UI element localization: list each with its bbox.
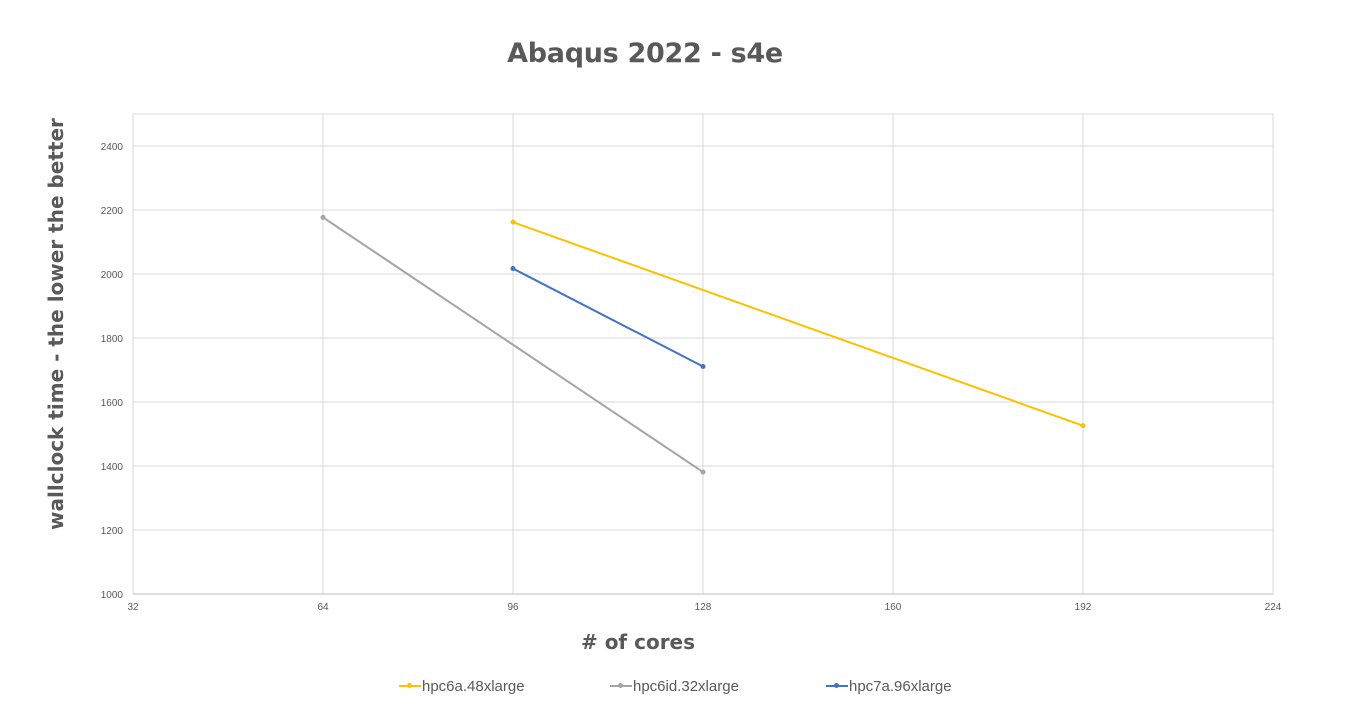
- y-tick-label: 2200: [101, 206, 124, 217]
- y-tick-label: 1800: [101, 334, 124, 345]
- y-tick-label: 1000: [101, 590, 124, 601]
- legend-item-series-1: hpc6id.32xlarge: [610, 675, 739, 697]
- series-line-1: [322, 216, 704, 474]
- legend-swatch-series-1: [610, 683, 632, 688]
- x-tick-label: 32: [127, 602, 139, 613]
- x-tick-label: 128: [695, 602, 712, 613]
- data-point-series-2-1: [700, 363, 706, 369]
- data-point-series-0-1: [1080, 423, 1086, 429]
- y-tick-label: 1200: [101, 526, 124, 537]
- gridlines: [132, 113, 1274, 595]
- x-tick-label: 64: [317, 602, 329, 613]
- tick-labels: 32 64 96 128 160 192 224 1000 1200 1400 1600 1800 20…: [101, 142, 1282, 613]
- series-line-2: [512, 267, 704, 368]
- legend-item-series-2: hpc7a.96xlarge: [826, 675, 952, 697]
- legend: hpc6a.48xlarge hpc6id.32xlarge hpc7a.96x…: [0, 675, 1366, 697]
- y-tick-label: 2000: [101, 270, 124, 281]
- series-lines: [320, 214, 1086, 475]
- x-tick-label: 192: [1075, 602, 1092, 613]
- y-axis-title: wallclock time - the lower the better: [44, 118, 68, 530]
- y-tick-label: 1600: [101, 398, 124, 409]
- x-axis-title: # of cores: [580, 630, 696, 654]
- legend-label-series-0: hpc6a.48xlarge: [422, 677, 525, 695]
- legend-label-series-1: hpc6id.32xlarge: [633, 677, 739, 695]
- y-tick-label: 2400: [101, 142, 124, 153]
- x-tick-label: 96: [507, 602, 519, 613]
- legend-swatch-series-2: [826, 683, 848, 688]
- data-point-series-2-0: [510, 266, 516, 272]
- x-tick-label: 160: [885, 602, 902, 613]
- x-tick-label: 224: [1265, 602, 1282, 613]
- data-point-series-1-0: [320, 214, 326, 220]
- legend-item-series-0: hpc6a.48xlarge: [399, 675, 525, 697]
- series-line-0: [512, 221, 1084, 427]
- legend-swatch-series-0: [399, 683, 421, 688]
- legend-label-series-2: hpc7a.96xlarge: [849, 677, 952, 695]
- data-point-series-0-0: [510, 219, 516, 225]
- chart-title: Abaqus 2022 - s4e: [507, 38, 783, 69]
- data-point-series-1-1: [700, 469, 706, 475]
- y-tick-label: 1400: [101, 462, 124, 473]
